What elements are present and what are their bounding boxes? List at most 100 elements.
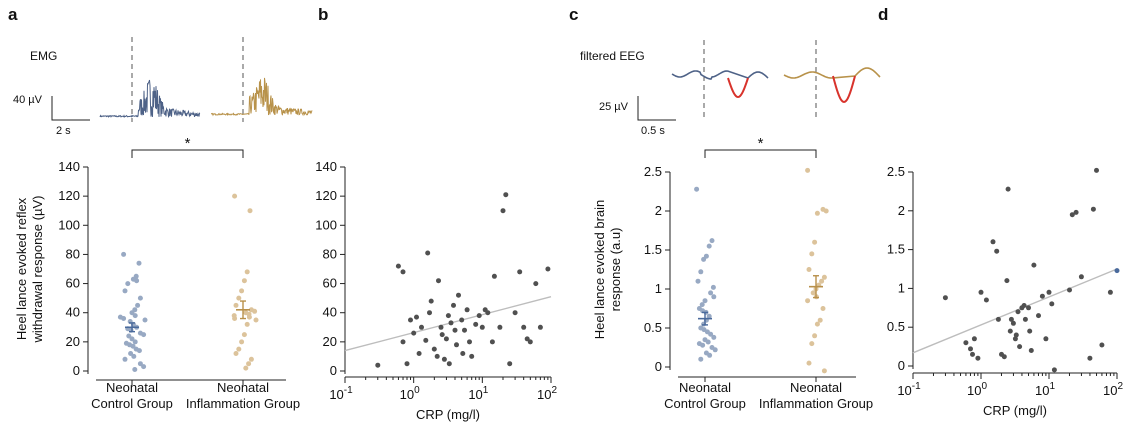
data-point-a-1-16 bbox=[241, 332, 247, 338]
y-tick-label-b-4: 80 bbox=[323, 246, 337, 261]
data-point-d-28 bbox=[1031, 262, 1037, 268]
data-point-c-1-16 bbox=[814, 321, 820, 327]
data-point-d-27 bbox=[1028, 348, 1034, 353]
y-tick-label-c-5: 2.5 bbox=[644, 164, 662, 179]
data-point-b-25 bbox=[452, 327, 458, 333]
data-point-a-1-2 bbox=[244, 269, 250, 275]
data-point-c-0-0 bbox=[694, 186, 700, 192]
y-axis-label-a: Heel lance evoked reflexwithdrawal respo… bbox=[14, 196, 45, 344]
data-point-b-17 bbox=[438, 324, 444, 330]
eeg-label: filtered EEG bbox=[580, 49, 645, 63]
data-point-b-49 bbox=[527, 339, 533, 345]
x-tick-label-base-d-3: 10 bbox=[1103, 383, 1117, 398]
data-point-a-0-27 bbox=[130, 343, 136, 349]
emg-label: EMG bbox=[30, 49, 57, 63]
data-point-d-21 bbox=[1017, 344, 1023, 350]
y-tick-label-b-5: 100 bbox=[315, 217, 337, 232]
data-point-c-0-7 bbox=[710, 284, 716, 290]
y-tick-label-b-6: 120 bbox=[315, 188, 337, 203]
data-point-d-6 bbox=[978, 289, 984, 295]
x-tick-label-exp-b-2: 1 bbox=[483, 385, 489, 396]
data-point-a-0-4 bbox=[134, 278, 140, 284]
data-point-b-23 bbox=[448, 320, 454, 326]
data-point-a-1-6 bbox=[233, 302, 239, 308]
data-point-a-0-0 bbox=[121, 251, 127, 257]
data-point-b-44 bbox=[507, 361, 513, 367]
data-point-c-0-24 bbox=[705, 339, 711, 345]
data-point-a-1-12 bbox=[246, 314, 252, 320]
data-point-d-16 bbox=[1008, 316, 1014, 322]
y-tick-label-c-2: 1 bbox=[655, 281, 662, 296]
data-point-b-12 bbox=[427, 310, 432, 316]
data-point-c-0-6 bbox=[695, 278, 701, 284]
y-tick-label-c-1: 0.5 bbox=[644, 320, 662, 335]
data-point-a-0-1 bbox=[136, 260, 142, 266]
data-point-b-42 bbox=[500, 208, 506, 214]
data-point-c-0-10 bbox=[702, 298, 708, 304]
data-point-b-10 bbox=[423, 337, 429, 343]
fit-line-d bbox=[912, 268, 1118, 354]
data-point-b-0 bbox=[375, 362, 381, 368]
data-point-a-0-21 bbox=[141, 332, 147, 338]
data-point-b-46 bbox=[517, 269, 523, 275]
x-tick-label-b-0: 10-1 bbox=[329, 385, 353, 402]
y-tick-label-a-1: 20 bbox=[66, 334, 80, 349]
data-point-b-24 bbox=[451, 302, 456, 308]
data-point-a-0-10 bbox=[129, 310, 135, 316]
data-point-a-1-14 bbox=[253, 317, 259, 323]
data-point-d-25 bbox=[1026, 305, 1031, 311]
data-point-b-50 bbox=[533, 281, 539, 287]
data-point-c-1-4 bbox=[812, 239, 818, 245]
y-tick-label-c-3: 1.5 bbox=[644, 242, 662, 257]
x-tick-label-b-1: 100 bbox=[400, 385, 420, 402]
significance-star-a: * bbox=[185, 135, 191, 152]
x-tick-label-exp-b-0: -1 bbox=[344, 385, 353, 396]
y-axis-label-line-a-0: Heel lance evoked reflex bbox=[14, 197, 29, 340]
x-tick-label-base-b-1: 10 bbox=[400, 387, 414, 402]
data-point-c-1-11 bbox=[810, 290, 816, 296]
data-point-d-19 bbox=[1013, 332, 1019, 338]
data-point-c-0-22 bbox=[711, 334, 717, 340]
data-point-a-1-20 bbox=[248, 356, 254, 362]
data-point-b-34 bbox=[473, 321, 479, 327]
y-axis-label-line-c-1: response (a.u) bbox=[608, 228, 623, 312]
data-point-b-51 bbox=[537, 324, 543, 330]
y-tick-label-a-3: 60 bbox=[66, 276, 80, 291]
data-point-c-0-21 bbox=[708, 331, 714, 337]
x-tick-label-exp-d-0: -1 bbox=[912, 381, 921, 392]
y-tick-label-d-0: 0 bbox=[898, 358, 905, 373]
data-point-b-32 bbox=[467, 339, 472, 345]
x-tick-label-exp-d-1: 0 bbox=[981, 381, 987, 392]
y-axis-label-c: Heel lance evoked brainresponse (a.u) bbox=[592, 200, 623, 339]
x-axis-label-d: CRP (mg/l) bbox=[983, 403, 1047, 418]
data-point-c-1-14 bbox=[820, 306, 826, 311]
data-point-d-13 bbox=[1004, 278, 1010, 284]
significance-bracket-a bbox=[131, 149, 244, 158]
data-point-a-0-32 bbox=[122, 356, 128, 362]
data-point-a-1-22 bbox=[243, 365, 249, 371]
x-tick-label-exp-b-1: 0 bbox=[414, 385, 420, 396]
y-tick-label-a-5: 100 bbox=[58, 217, 80, 232]
data-point-b-52 bbox=[545, 266, 551, 272]
emg-time-scale: 2 s bbox=[56, 125, 71, 137]
data-point-d-23 bbox=[1021, 303, 1027, 308]
y-tick-label-b-2: 40 bbox=[323, 305, 337, 320]
data-point-d-37 bbox=[1073, 209, 1079, 215]
eeg-trace-inflammation bbox=[783, 67, 881, 79]
data-point-d-20 bbox=[1015, 309, 1021, 315]
data-point-b-1 bbox=[395, 263, 401, 269]
data-point-a-1-13 bbox=[232, 316, 238, 321]
data-point-b-4 bbox=[404, 361, 410, 367]
emg-scale-bar bbox=[51, 96, 90, 121]
data-point-b-14 bbox=[431, 346, 437, 352]
y-tick-label-b-0: 0 bbox=[330, 363, 337, 378]
x-tick-label-exp-d-3: 2 bbox=[1117, 381, 1123, 392]
data-point-b-27 bbox=[456, 292, 461, 298]
data-point-b-15 bbox=[434, 353, 440, 359]
data-point-d-18 bbox=[1012, 336, 1018, 342]
x-tick-label-base-d-1: 10 bbox=[967, 383, 981, 398]
emg-trace-inflammation bbox=[211, 77, 313, 117]
data-point-c-0-4 bbox=[701, 256, 707, 262]
data-point-d-39 bbox=[1087, 355, 1093, 361]
